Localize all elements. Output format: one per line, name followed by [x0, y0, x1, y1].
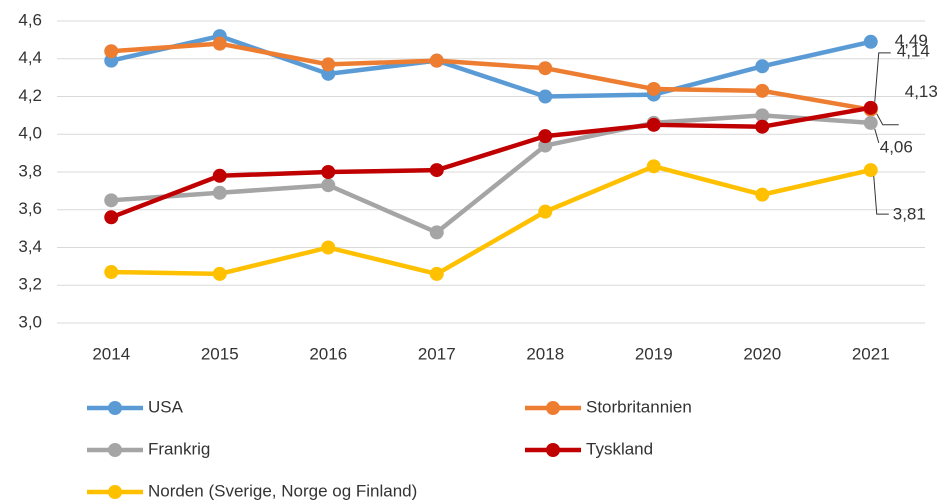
marker — [104, 210, 119, 225]
y-tick-label: 3,6 — [18, 199, 42, 218]
y-tick-label: 3,2 — [18, 275, 42, 294]
x-tick-label: 2015 — [201, 344, 239, 363]
marker — [538, 129, 553, 144]
marker — [212, 168, 227, 183]
marker — [212, 185, 227, 200]
x-tick-label: 2020 — [743, 344, 781, 363]
series-line — [110, 33, 872, 99]
marker — [321, 178, 336, 193]
marker — [538, 204, 553, 219]
x-tick-label: 2019 — [635, 344, 673, 363]
legend-marker — [108, 485, 122, 499]
marker — [755, 108, 770, 123]
x-tick-label: 2016 — [309, 344, 347, 363]
series-line — [111, 113, 871, 235]
leader-line — [876, 113, 899, 126]
x-tick-label: 2021 — [852, 344, 890, 363]
data-label: 3,81 — [893, 205, 926, 224]
marker — [755, 59, 770, 74]
marker — [321, 57, 336, 72]
leader-line — [873, 176, 889, 215]
marker — [321, 240, 336, 255]
marker — [321, 165, 336, 179]
marker — [104, 265, 119, 280]
marker — [755, 119, 770, 134]
legend-marker — [546, 401, 560, 415]
leader-line — [874, 128, 880, 144]
legend-marker — [546, 443, 560, 457]
legend-label: USA — [148, 397, 184, 416]
y-tick-label: 3,0 — [18, 312, 42, 331]
marker — [429, 225, 444, 240]
legend-marker — [108, 401, 122, 415]
legend-marker — [108, 443, 122, 457]
marker — [538, 89, 553, 104]
y-tick-label: 3,4 — [18, 237, 42, 256]
marker — [212, 266, 227, 281]
data-label: 4,06 — [880, 137, 913, 156]
y-tick-label: 4,6 — [18, 10, 42, 29]
series-line — [111, 164, 872, 277]
marker — [755, 187, 770, 202]
legend-label: Storbritannien — [586, 397, 692, 416]
marker — [212, 36, 227, 51]
x-tick-label: 2017 — [418, 344, 456, 363]
marker — [863, 115, 878, 130]
marker — [104, 44, 119, 59]
marker — [863, 34, 878, 49]
y-tick-label: 3,8 — [18, 161, 42, 180]
marker — [429, 53, 444, 68]
series-line — [110, 105, 872, 220]
x-tick-label: 2018 — [526, 344, 564, 363]
marker — [538, 61, 553, 76]
y-tick-label: 4,2 — [18, 86, 42, 105]
marker — [646, 81, 661, 96]
y-tick-label: 4,4 — [18, 48, 42, 67]
data-label: 4,13 — [905, 82, 938, 101]
marker — [755, 83, 770, 98]
legend-label: Frankrig — [148, 439, 210, 458]
y-tick-label: 4,0 — [18, 124, 42, 143]
data-label: 4,14 — [897, 41, 930, 60]
legend-label: Tyskland — [586, 439, 653, 458]
marker — [646, 159, 661, 174]
marker — [863, 100, 878, 115]
marker — [429, 163, 444, 178]
x-tick-label: 2014 — [92, 344, 130, 363]
series-line — [111, 41, 872, 112]
marker — [104, 193, 119, 208]
marker — [646, 117, 661, 132]
data-label: 4,49 — [895, 31, 928, 50]
leader-line — [874, 52, 891, 102]
marker — [863, 163, 878, 178]
marker — [429, 266, 444, 281]
legend-label: Norden (Sverige, Norge og Finland) — [148, 481, 417, 500]
